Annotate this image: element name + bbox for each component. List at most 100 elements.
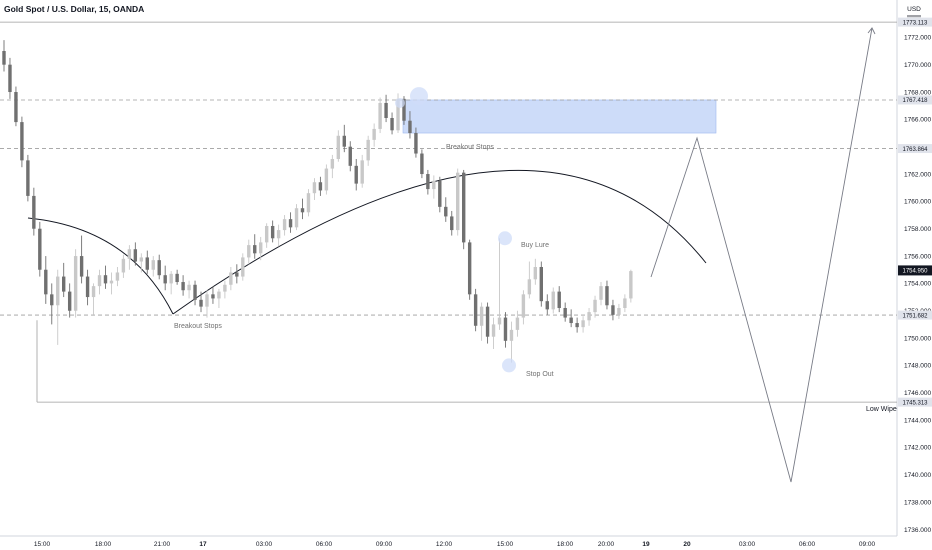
candle[interactable]: [587, 308, 591, 326]
candle[interactable]: [241, 253, 245, 281]
candle[interactable]: [300, 198, 305, 220]
candle[interactable]: [56, 269, 60, 345]
candle[interactable]: [2, 40, 6, 72]
candle[interactable]: [14, 86, 18, 127]
candle[interactable]: [503, 312, 508, 348]
price-level-tag[interactable]: 1763.864: [898, 144, 932, 154]
candle[interactable]: [605, 280, 609, 310]
candle[interactable]: [312, 178, 317, 201]
price-level-tag[interactable]: 1767.418: [898, 95, 932, 105]
candle[interactable]: [551, 287, 555, 314]
candle[interactable]: [497, 238, 502, 330]
candle[interactable]: [581, 316, 585, 333]
candle[interactable]: [569, 309, 573, 328]
candle[interactable]: [479, 302, 484, 341]
candle[interactable]: [270, 220, 275, 243]
candle[interactable]: [223, 280, 227, 299]
candle[interactable]: [288, 212, 293, 233]
last-price-tag[interactable]: 1754.950: [898, 265, 932, 276]
candle[interactable]: [324, 164, 329, 195]
rounding-top-arc[interactable]: [172, 169, 707, 315]
candle[interactable]: [32, 187, 36, 236]
candle[interactable]: [187, 280, 191, 299]
projection-path[interactable]: [650, 27, 873, 483]
candle[interactable]: [235, 264, 239, 284]
candle[interactable]: [420, 149, 424, 179]
candle[interactable]: [181, 275, 185, 296]
candle[interactable]: [199, 291, 203, 313]
highlight-circle[interactable]: [502, 358, 516, 373]
candle[interactable]: [50, 283, 54, 325]
candle[interactable]: [378, 97, 382, 134]
candle[interactable]: [318, 176, 323, 196]
highlight-circle[interactable]: [410, 87, 428, 106]
candle[interactable]: [366, 135, 370, 166]
candle[interactable]: [360, 154, 364, 188]
candle[interactable]: [354, 159, 358, 191]
price-level-tag[interactable]: 1751.682: [898, 310, 932, 320]
candle[interactable]: [79, 235, 84, 284]
candle[interactable]: [97, 269, 102, 295]
candle[interactable]: [211, 286, 215, 304]
candle[interactable]: [294, 204, 299, 231]
candle[interactable]: [426, 169, 430, 195]
candle[interactable]: [444, 197, 448, 222]
candle[interactable]: [38, 221, 42, 277]
price-level-tag[interactable]: 1773.113: [898, 17, 932, 27]
candle[interactable]: [264, 223, 269, 248]
candle[interactable]: [20, 116, 24, 168]
candle[interactable]: [133, 242, 138, 266]
candle[interactable]: [282, 215, 287, 236]
candle[interactable]: [163, 265, 167, 291]
candle[interactable]: [348, 141, 352, 172]
candle[interactable]: [247, 239, 251, 265]
candle[interactable]: [521, 290, 526, 325]
candle[interactable]: [450, 210, 454, 236]
candle[interactable]: [456, 168, 460, 236]
candle[interactable]: [62, 262, 66, 298]
candle[interactable]: [121, 254, 126, 278]
candle[interactable]: [414, 127, 418, 158]
candle[interactable]: [103, 265, 108, 289]
supply-zone-box[interactable]: [402, 99, 717, 134]
candle[interactable]: [617, 303, 621, 319]
candle[interactable]: [461, 169, 466, 250]
candle[interactable]: [342, 124, 346, 153]
candle[interactable]: [205, 290, 209, 318]
candle[interactable]: [26, 154, 30, 202]
candle[interactable]: [384, 94, 388, 123]
candle[interactable]: [259, 236, 263, 261]
candle[interactable]: [390, 112, 394, 135]
candle[interactable]: [432, 175, 436, 199]
candle[interactable]: [306, 189, 311, 217]
candle[interactable]: [109, 272, 114, 295]
price-level-tag[interactable]: 1745.313: [898, 397, 932, 407]
candle[interactable]: [127, 245, 132, 270]
candle[interactable]: [139, 253, 144, 273]
candle[interactable]: [73, 249, 78, 318]
candle[interactable]: [44, 256, 48, 304]
candle[interactable]: [217, 288, 221, 309]
candle[interactable]: [336, 130, 341, 162]
highlight-circle[interactable]: [498, 231, 512, 246]
candle[interactable]: [145, 250, 149, 274]
candle[interactable]: [491, 317, 496, 350]
candle[interactable]: [611, 299, 615, 321]
candle[interactable]: [372, 123, 376, 147]
candle[interactable]: [229, 266, 233, 291]
candle[interactable]: [8, 57, 12, 99]
candle[interactable]: [438, 176, 442, 213]
candle[interactable]: [157, 254, 161, 280]
candle[interactable]: [408, 111, 412, 139]
candle[interactable]: [91, 283, 96, 315]
candle[interactable]: [276, 224, 281, 247]
candle[interactable]: [193, 280, 197, 306]
candle[interactable]: [467, 239, 472, 300]
candle[interactable]: [629, 269, 633, 303]
candle[interactable]: [485, 302, 490, 344]
candle[interactable]: [599, 282, 603, 306]
highlight-circle[interactable]: [395, 97, 405, 108]
candle[interactable]: [330, 154, 335, 179]
candle[interactable]: [175, 269, 179, 285]
